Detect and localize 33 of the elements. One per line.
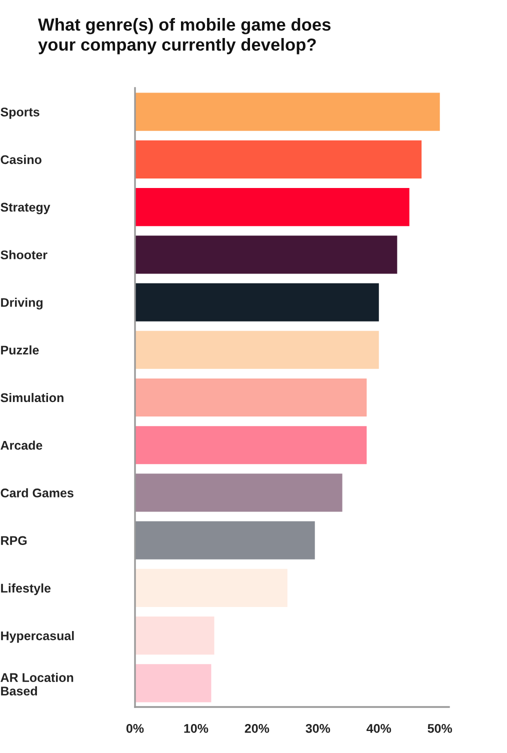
bar [135, 236, 398, 274]
y-tick-label: RPG [1, 536, 27, 545]
bar [135, 140, 422, 178]
y-tick-label: Puzzle [1, 345, 39, 355]
bar [135, 474, 342, 512]
x-tick-label: 20% [244, 724, 270, 733]
y-tick-label: Hypercasual [1, 631, 74, 643]
bar [135, 521, 315, 560]
bar [135, 188, 410, 226]
y-tick-label: AR Location Based [0, 672, 74, 696]
x-tick-label: 50% [428, 724, 452, 733]
y-tick-label: Arcade [0, 440, 42, 450]
bar [135, 330, 379, 369]
y-tick-label: Sports [0, 108, 40, 119]
x-tick-label: 10% [184, 724, 208, 733]
x-tick-label: 30% [306, 724, 330, 733]
x-tick-label: 0% [126, 724, 144, 733]
bar [135, 616, 214, 655]
y-tick-label: Driving [1, 298, 42, 310]
bar [135, 664, 212, 702]
y-tick-label: Lifestyle [1, 583, 51, 596]
y-tick-label: Card Games [0, 488, 74, 498]
bar [135, 568, 288, 608]
x-tick-label: 40% [366, 724, 392, 733]
bar [135, 92, 440, 131]
y-tick-label: Simulation [0, 392, 64, 402]
y-tick-label: Casino [0, 154, 42, 164]
chart-title: What genre(s) of mobile game does your company currently develop? [38, 18, 331, 54]
y-tick-label: Strategy [0, 202, 50, 214]
bar [135, 283, 379, 322]
bar [135, 426, 367, 464]
bar [135, 378, 367, 417]
y-tick-label: Shooter [0, 250, 48, 260]
